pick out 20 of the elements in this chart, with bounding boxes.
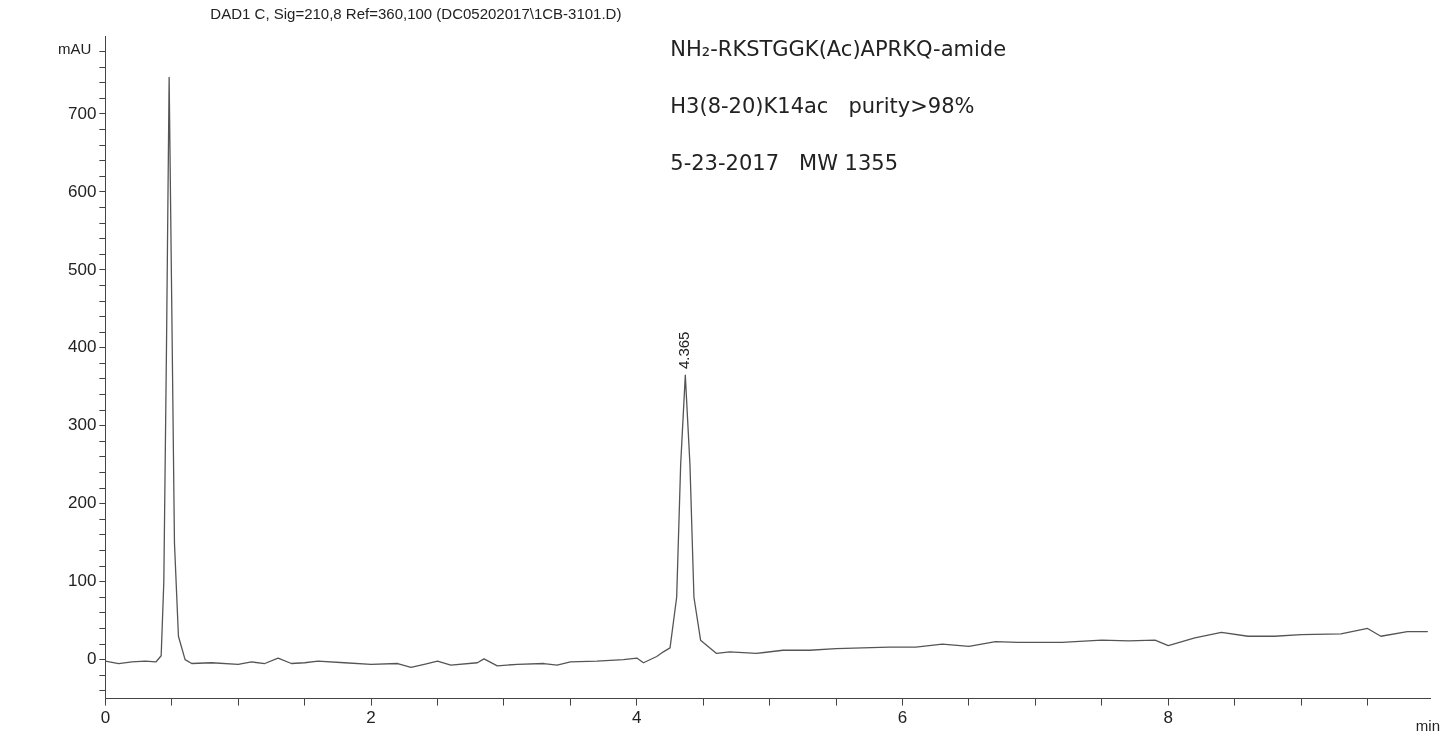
y-tick-label: 700 — [67, 103, 97, 123]
y-tick-label: 400 — [67, 337, 97, 357]
y-tick-label: 500 — [67, 259, 97, 279]
y-axis-title: mAU — [58, 40, 92, 57]
chart-title: DAD1 C, Sig=210,8 Ref=360,100 (DC05202017\1CB-3101.D) — [210, 5, 622, 22]
annotation: 5-23-2017 MW 1355 — [670, 151, 899, 175]
y-tick-label: 600 — [67, 181, 97, 201]
annotation: NH₂-RKSTGGK(Ac)APRKQ-amide — [670, 37, 1007, 61]
annotation: H3(8-20)K14ac purity>98% — [670, 94, 975, 118]
x-tick-label: 4 — [632, 708, 642, 728]
annotation: 4.365 — [675, 331, 693, 370]
y-tick-label: 200 — [67, 493, 97, 513]
y-tick-label: 0 — [86, 649, 97, 669]
x-tick-label: 8 — [1163, 708, 1173, 728]
x-axis-title: min — [1415, 716, 1440, 734]
y-tick-label: 300 — [67, 415, 97, 435]
x-tick-label: 0 — [100, 708, 111, 728]
y-tick-label: 100 — [67, 571, 97, 591]
x-tick-label: 6 — [897, 708, 908, 728]
x-tick-label: 2 — [366, 708, 376, 728]
